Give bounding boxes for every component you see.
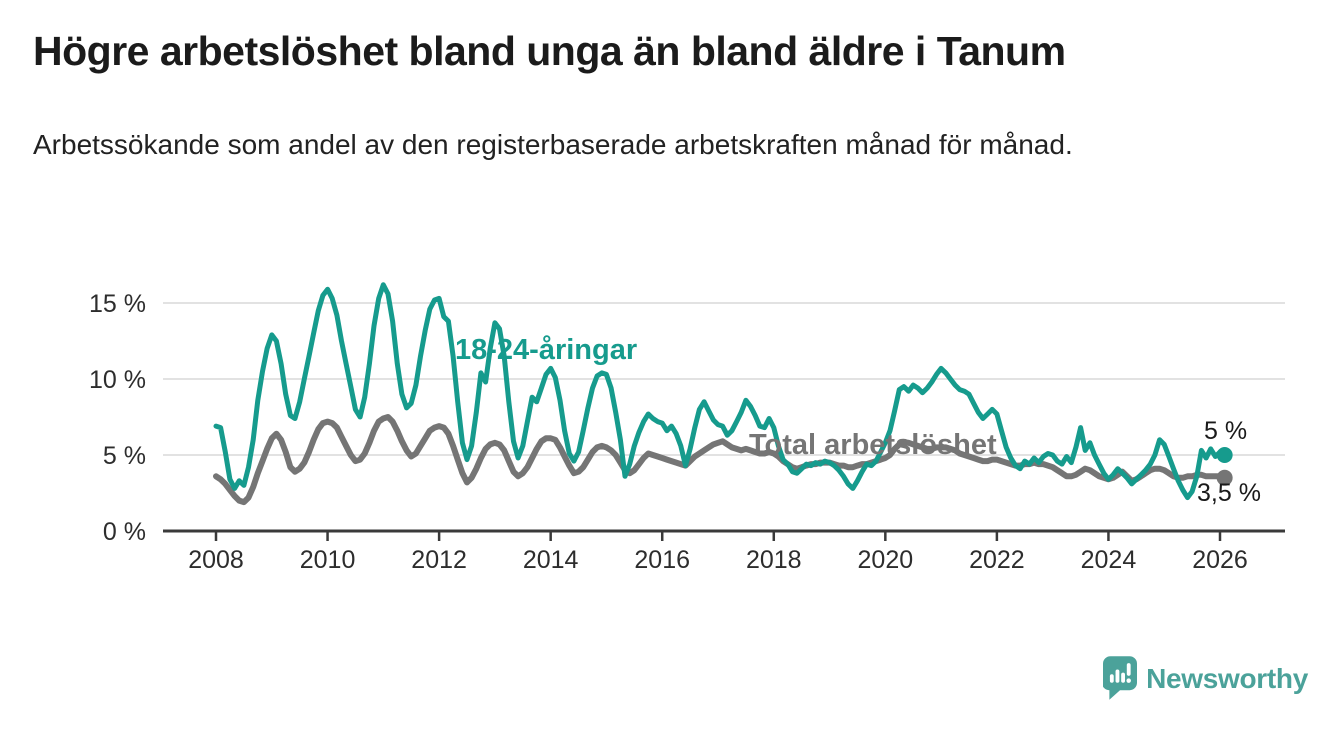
svg-text:5 %: 5 %	[103, 442, 146, 470]
newsworthy-logo-icon	[1103, 656, 1138, 700]
svg-text:2018: 2018	[746, 546, 802, 574]
svg-text:2010: 2010	[300, 546, 356, 574]
svg-text:2014: 2014	[523, 546, 579, 574]
end-value-label-youth: 5 %	[1204, 417, 1248, 445]
end-value-label-total: 3,5 %	[1197, 479, 1261, 507]
newsworthy-logo-text: Newsworthy	[1146, 662, 1308, 694]
svg-text:2026: 2026	[1192, 546, 1248, 574]
svg-text:0 %: 0 %	[103, 518, 146, 546]
svg-text:2012: 2012	[411, 546, 467, 574]
page-title: Högre arbetslöshet bland unga än bland ä…	[33, 28, 1066, 74]
series-label-youth: 18-24-åringar	[455, 334, 638, 366]
svg-text:2020: 2020	[858, 546, 914, 574]
line-chart: 2008 2010 2012 2014 2016 2018 2020 2022 2024 2026…	[89, 282, 1285, 574]
chart-subtitle: Arbetssökande som andel av den registerb…	[33, 129, 1073, 160]
svg-text:2022: 2022	[969, 546, 1025, 574]
svg-text:15 %: 15 %	[89, 290, 146, 318]
newsworthy-logo: Newsworthy	[1103, 656, 1308, 701]
series-label-total: Total arbetslöshet	[749, 429, 997, 461]
svg-text:2008: 2008	[188, 546, 244, 574]
svg-text:2016: 2016	[634, 546, 690, 574]
svg-text:10 %: 10 %	[89, 366, 146, 394]
svg-text:2024: 2024	[1081, 546, 1137, 574]
